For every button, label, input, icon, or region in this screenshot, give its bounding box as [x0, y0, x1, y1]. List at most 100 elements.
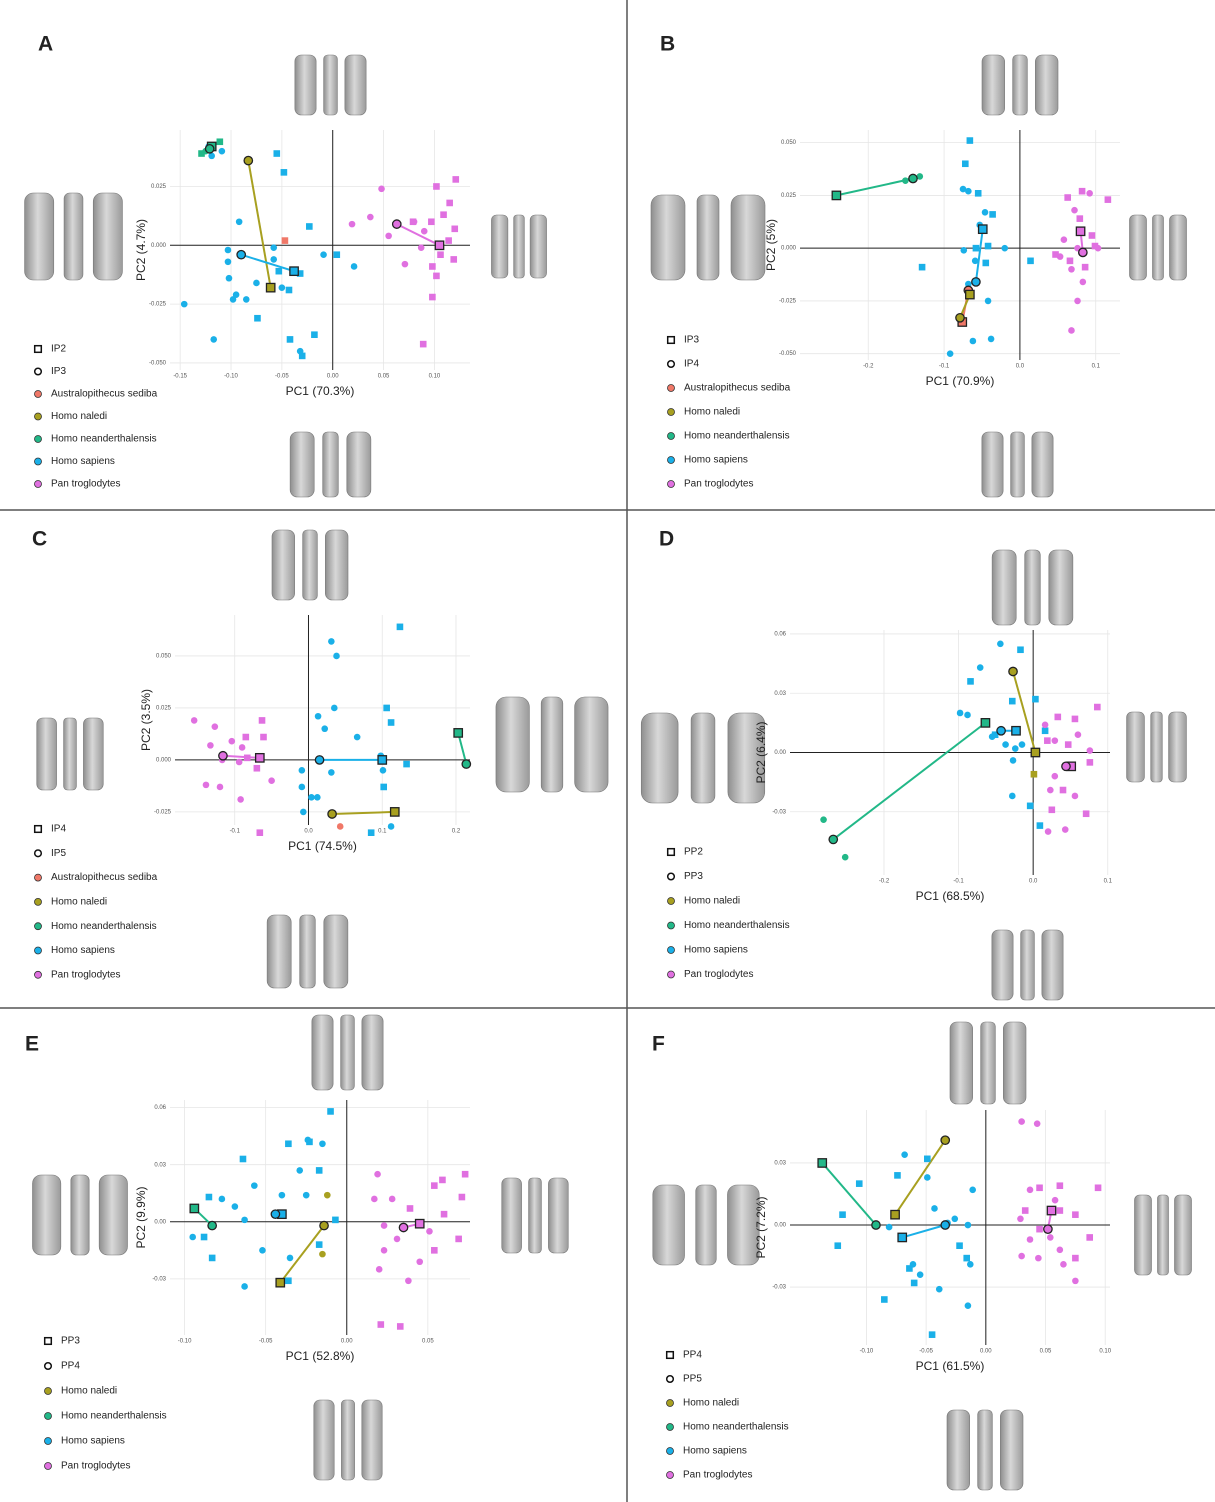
data-point [1065, 741, 1072, 748]
data-point [820, 816, 827, 823]
data-point [1009, 698, 1016, 705]
data-point [1064, 194, 1071, 201]
legend-symbol [35, 458, 42, 465]
legend-label: Australopithecus sediba [51, 389, 158, 400]
group-mean [972, 278, 980, 286]
x-tick-label: -0.10 [860, 1349, 874, 1355]
data-point [1072, 1278, 1079, 1285]
data-point [459, 1194, 466, 1201]
legend-symbol [35, 947, 42, 954]
legend-symbol [35, 413, 42, 420]
data-point [226, 275, 233, 282]
x-tick-label: 0.05 [1040, 1349, 1052, 1355]
data-point [276, 268, 283, 275]
bone-image [491, 215, 507, 278]
bone-image [362, 1400, 382, 1480]
data-point [965, 1302, 972, 1309]
data-point [1019, 741, 1026, 748]
legend-label: Homo sapiens [51, 945, 115, 956]
y-axis-label: PC2 (7.2%) [754, 1196, 768, 1258]
group-mean [909, 174, 917, 182]
data-point [381, 1247, 388, 1254]
x-tick-label: -0.05 [919, 1349, 933, 1355]
data-point [989, 733, 996, 740]
legend-symbol [45, 1413, 52, 1420]
data-point [259, 1247, 266, 1254]
bone-image [341, 1400, 354, 1480]
legend-symbol [668, 947, 675, 954]
data-point [285, 1277, 292, 1284]
data-point [1057, 1182, 1064, 1189]
data-point [328, 638, 335, 645]
group-mean [1076, 227, 1084, 235]
bone-image [1032, 432, 1053, 497]
group-mean [966, 290, 974, 298]
data-point [260, 734, 267, 741]
group-mean [941, 1136, 949, 1144]
data-point [257, 829, 264, 836]
data-point [426, 1228, 433, 1235]
data-point [319, 1251, 326, 1258]
legend-label: Homo naledi [61, 1386, 117, 1397]
data-point [383, 705, 390, 712]
x-tick-label: -0.1 [939, 364, 950, 370]
data-point [1061, 236, 1068, 243]
data-point [839, 1211, 846, 1218]
data-point [428, 218, 435, 225]
legend-label: Homo neanderthalensis [51, 921, 157, 932]
legend-label: Homo neanderthalensis [684, 431, 790, 442]
legend-label: Pan troglodytes [683, 1470, 753, 1481]
data-point [451, 226, 458, 233]
data-point [429, 263, 436, 270]
data-point [212, 723, 219, 730]
bone-image [1049, 550, 1073, 625]
data-point [1087, 747, 1094, 754]
y-tick-label: -0.025 [154, 809, 172, 815]
bone-image [272, 530, 295, 600]
y-axis-label: PC2 (9.9%) [134, 1186, 148, 1248]
data-point [279, 284, 286, 291]
bone-image [1158, 1195, 1169, 1275]
bone-image [64, 193, 83, 280]
data-point [411, 218, 418, 225]
data-point [1095, 1184, 1102, 1191]
data-point [299, 767, 306, 774]
data-point [253, 280, 260, 287]
x-tick-label: 0.00 [327, 374, 339, 380]
data-point [1042, 722, 1049, 729]
data-point [1045, 828, 1052, 835]
data-point [881, 1296, 888, 1303]
data-point [225, 258, 232, 265]
data-point [433, 273, 440, 280]
data-point [243, 734, 250, 741]
bone-image [731, 195, 765, 280]
legend-label: Homo neanderthalensis [684, 920, 790, 931]
legend-label: IP2 [51, 344, 66, 355]
data-point [1062, 826, 1069, 833]
data-point [381, 1222, 388, 1229]
panel-letter: D [659, 528, 674, 551]
legend-symbol [668, 457, 675, 464]
data-point [1001, 245, 1008, 252]
bone-image [71, 1175, 89, 1255]
data-point [1022, 1207, 1029, 1214]
bone-image [1013, 55, 1028, 115]
x-axis-label: PC1 (70.3%) [286, 384, 355, 398]
data-point [924, 1156, 931, 1163]
data-point [203, 782, 210, 789]
bone-image [978, 1410, 993, 1490]
group-mean [956, 314, 964, 322]
data-point [327, 1108, 334, 1115]
legend-label: Homo naledi [684, 896, 740, 907]
bone-image [1011, 432, 1025, 497]
data-point [1072, 716, 1079, 723]
group-mean [237, 251, 245, 259]
data-point [270, 256, 277, 263]
bone-image [1153, 215, 1164, 280]
bone-image [25, 193, 54, 280]
data-point [1052, 1197, 1059, 1204]
legend-symbol [45, 1463, 52, 1470]
x-tick-label: 0.05 [422, 1339, 434, 1345]
data-point [982, 260, 989, 267]
bone-image [33, 1175, 61, 1255]
